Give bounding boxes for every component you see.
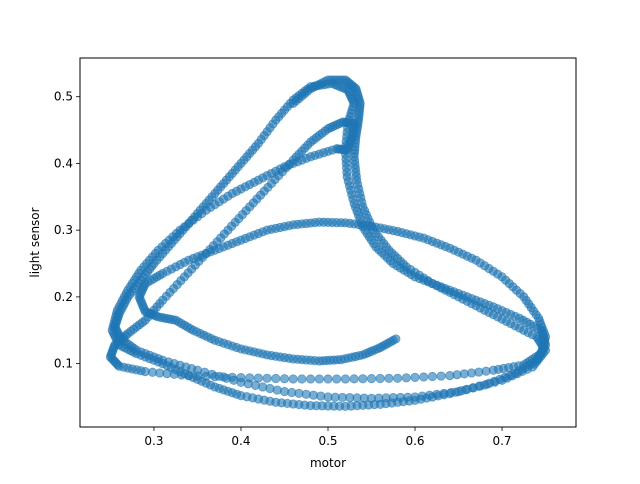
data-point — [358, 374, 368, 384]
y-axis-ticks: 0.1 0.2 0.3 0.4 0.5 — [54, 90, 80, 371]
data-point — [419, 372, 429, 382]
y-tick-label: 0.3 — [54, 223, 73, 237]
data-point — [349, 374, 359, 384]
data-point — [401, 373, 411, 383]
data-point — [288, 98, 298, 108]
x-tick-label: 0.7 — [492, 434, 511, 448]
y-tick-label: 0.2 — [54, 290, 73, 304]
points-layer — [105, 75, 551, 411]
data-point — [410, 372, 420, 382]
data-point — [427, 371, 438, 382]
data-point — [436, 371, 446, 381]
y-tick-label: 0.1 — [54, 357, 73, 371]
data-point — [375, 373, 385, 384]
data-point — [393, 373, 403, 383]
y-tick-label: 0.5 — [54, 90, 73, 104]
x-axis-label: motor — [310, 456, 346, 470]
x-tick-label: 0.4 — [231, 434, 250, 448]
y-tick-label: 0.4 — [54, 156, 73, 170]
data-point — [366, 374, 377, 384]
data-point — [332, 374, 342, 384]
x-tick-label: 0.6 — [405, 434, 424, 448]
data-point — [323, 374, 333, 384]
data-point — [288, 374, 298, 384]
data-point — [297, 374, 307, 384]
data-point — [384, 373, 394, 383]
data-point — [262, 373, 272, 383]
data-point — [445, 371, 455, 381]
data-point — [271, 373, 281, 384]
y-axis-label: light sensor — [28, 207, 42, 277]
data-point — [305, 374, 316, 384]
x-tick-label: 0.3 — [144, 434, 163, 448]
data-point — [340, 374, 350, 384]
x-tick-label: 0.5 — [318, 434, 337, 448]
data-point — [314, 374, 324, 384]
x-axis-ticks: 0.3 0.4 0.5 0.6 0.7 — [144, 427, 512, 448]
data-point — [279, 374, 290, 384]
